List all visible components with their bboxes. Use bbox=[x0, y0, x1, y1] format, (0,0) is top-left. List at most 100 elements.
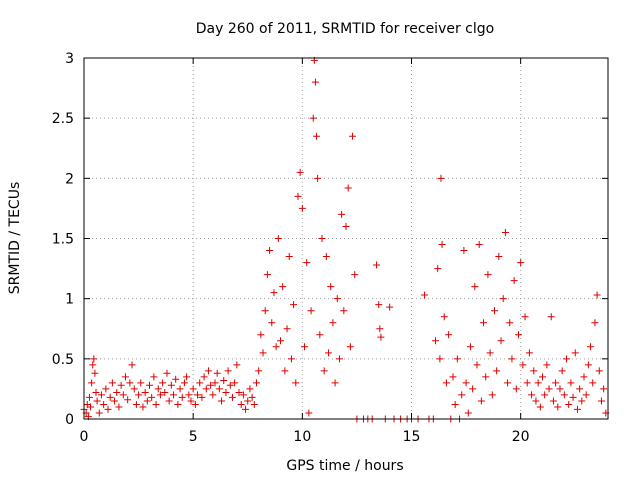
data-point bbox=[161, 389, 169, 397]
data-point bbox=[194, 391, 202, 399]
data-point bbox=[185, 391, 193, 399]
data-point bbox=[451, 401, 459, 409]
data-point bbox=[178, 393, 186, 401]
data-point bbox=[471, 283, 479, 291]
data-point bbox=[499, 295, 507, 303]
data-point bbox=[449, 373, 457, 381]
data-point bbox=[200, 373, 208, 381]
data-point bbox=[329, 319, 337, 327]
data-point bbox=[460, 247, 468, 255]
data-point bbox=[480, 319, 488, 327]
data-point bbox=[508, 355, 516, 363]
data-point bbox=[322, 253, 330, 261]
data-point bbox=[139, 403, 147, 411]
y-tick-label: 3 bbox=[65, 51, 74, 67]
data-point bbox=[176, 385, 184, 393]
data-point bbox=[493, 367, 501, 375]
data-point bbox=[165, 397, 173, 405]
data-point bbox=[453, 355, 461, 363]
data-point bbox=[309, 114, 317, 122]
data-point bbox=[571, 349, 579, 357]
data-point bbox=[580, 373, 588, 381]
data-point bbox=[595, 367, 603, 375]
data-point bbox=[97, 391, 105, 399]
data-point bbox=[386, 303, 394, 311]
data-point bbox=[506, 319, 514, 327]
data-point bbox=[327, 283, 335, 291]
data-point bbox=[89, 361, 97, 369]
data-point bbox=[277, 337, 284, 345]
data-point bbox=[189, 385, 197, 393]
data-point bbox=[92, 389, 100, 397]
data-point bbox=[565, 401, 573, 409]
data-point bbox=[525, 349, 533, 357]
data-point bbox=[130, 385, 138, 393]
data-point bbox=[242, 405, 250, 413]
y-axis-label: SRMTID / TECUs bbox=[7, 182, 23, 295]
data-point bbox=[438, 241, 446, 249]
data-point bbox=[593, 291, 601, 299]
y-tick-label: 0.5 bbox=[52, 352, 74, 368]
x-tick-label: 0 bbox=[80, 429, 89, 445]
data-point bbox=[220, 376, 228, 384]
data-point bbox=[270, 289, 278, 297]
data-point bbox=[567, 379, 575, 387]
data-point bbox=[458, 391, 466, 399]
data-point bbox=[377, 333, 385, 341]
data-point bbox=[174, 401, 182, 409]
data-point bbox=[187, 397, 195, 405]
data-point bbox=[163, 369, 171, 377]
data-point bbox=[137, 379, 145, 387]
data-point bbox=[154, 385, 162, 393]
data-point bbox=[346, 343, 354, 351]
data-point bbox=[148, 393, 156, 401]
data-point bbox=[183, 373, 191, 381]
data-point bbox=[102, 385, 110, 393]
data-point bbox=[543, 361, 551, 369]
data-point bbox=[281, 367, 289, 375]
data-point bbox=[87, 403, 95, 411]
data-point bbox=[252, 379, 260, 387]
data-point bbox=[462, 379, 470, 387]
data-point bbox=[342, 222, 350, 230]
data-point bbox=[257, 331, 265, 339]
data-point bbox=[349, 132, 357, 140]
data-point bbox=[90, 355, 98, 363]
data-point bbox=[373, 261, 381, 269]
data-point bbox=[121, 373, 129, 381]
data-point bbox=[180, 379, 188, 387]
x-tick-label: 10 bbox=[293, 429, 311, 445]
data-point bbox=[215, 385, 223, 393]
data-point bbox=[119, 391, 127, 399]
data-point bbox=[218, 397, 226, 405]
data-point bbox=[466, 343, 474, 351]
data-point bbox=[554, 403, 562, 411]
data-point bbox=[340, 307, 348, 315]
y-tick-label: 2.5 bbox=[52, 111, 74, 127]
data-point bbox=[263, 271, 271, 279]
data-point bbox=[296, 168, 304, 176]
data-point bbox=[475, 241, 483, 249]
data-point bbox=[100, 401, 108, 409]
data-point bbox=[294, 192, 302, 200]
data-point bbox=[104, 405, 112, 413]
data-point bbox=[126, 379, 134, 387]
data-point bbox=[440, 313, 448, 321]
data-point bbox=[523, 379, 531, 387]
data-point bbox=[204, 367, 212, 375]
data-point bbox=[477, 397, 485, 405]
data-point bbox=[88, 379, 96, 387]
data-point bbox=[486, 349, 494, 357]
data-point bbox=[111, 397, 119, 405]
data-point bbox=[106, 393, 114, 401]
data-point bbox=[569, 393, 577, 401]
data-point bbox=[213, 369, 221, 377]
x-tick-label: 5 bbox=[189, 429, 198, 445]
data-point bbox=[325, 349, 333, 357]
data-point bbox=[539, 373, 546, 381]
data-point bbox=[519, 361, 527, 369]
data-point bbox=[545, 385, 553, 393]
data-point bbox=[272, 343, 280, 351]
data-point bbox=[311, 78, 319, 86]
data-points bbox=[80, 56, 610, 423]
